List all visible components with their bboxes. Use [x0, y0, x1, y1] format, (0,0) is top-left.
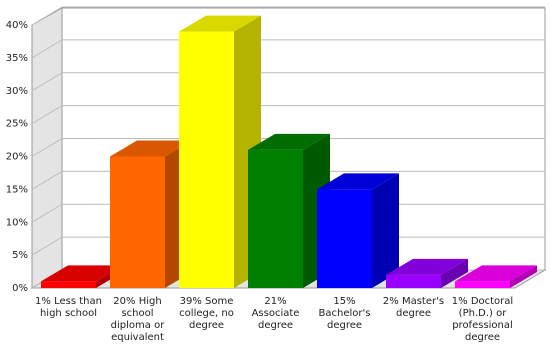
bar-top	[317, 173, 399, 190]
grid-line-side	[31, 105, 63, 125]
x-tick-label: 39% Some college, no degree	[179, 296, 234, 331]
y-tick-label: 25%	[6, 119, 28, 130]
y-tick-label: 10%	[6, 217, 28, 228]
y-tick-label: 40%	[6, 20, 28, 31]
bar	[386, 274, 441, 288]
x-tick-label: 21% Associate degree	[251, 296, 300, 331]
bar-top	[41, 265, 123, 282]
bar	[110, 156, 165, 288]
x-tick-label: 20% High school diploma or equivalent	[110, 296, 165, 343]
bar-top	[455, 265, 537, 282]
grid-line-side	[31, 138, 63, 157]
bar-top	[179, 15, 261, 32]
grid-line-side	[31, 39, 63, 59]
x-tick-label: 15% Bachelor's degree	[318, 296, 371, 331]
grid-line-side	[31, 170, 63, 190]
y-tick-label: 35%	[6, 53, 28, 64]
bar-top	[248, 133, 330, 150]
y-tick-label: 5%	[12, 250, 28, 261]
x-tick-label: 1% Less than high school	[35, 296, 102, 319]
bar-top	[110, 140, 192, 157]
bar	[317, 189, 372, 288]
bar-side	[372, 173, 399, 288]
bar-side	[510, 265, 537, 288]
y-tick-label: 0%	[12, 283, 28, 294]
bar	[248, 149, 303, 288]
grid-line-side	[31, 236, 63, 256]
y-tick-label: 15%	[6, 184, 28, 195]
bar	[179, 31, 234, 288]
grid-line-side	[31, 203, 63, 223]
y-tick-label: 30%	[6, 86, 28, 97]
grid-line-side	[31, 72, 63, 92]
y-tick-label: 20%	[6, 152, 28, 163]
x-tick-label: 1% Doctoral (Ph.D.) or professional degr…	[451, 296, 514, 343]
x-tick-label: 2% Master's degree	[382, 296, 445, 319]
bar	[455, 281, 510, 288]
bar-top	[386, 258, 468, 275]
grid-line-side	[31, 6, 63, 26]
bar-side	[441, 258, 468, 288]
bar	[41, 281, 96, 288]
